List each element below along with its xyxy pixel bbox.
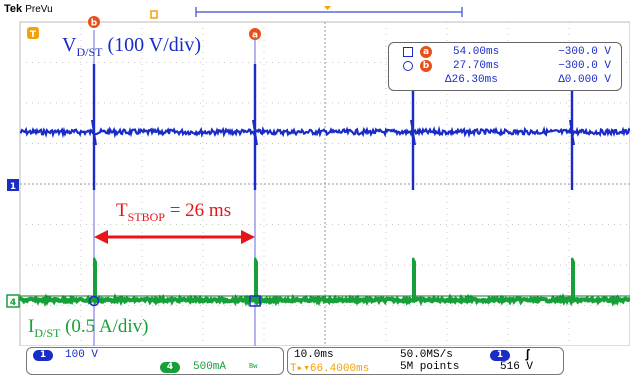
- cursor-b-badge: b: [420, 60, 432, 72]
- ch1-waveform: [19, 64, 630, 190]
- channel-scale-panel[interactable]: 1 100 V 4 500mA Bw: [26, 347, 284, 375]
- trigger-level[interactable]: 516 V: [500, 361, 534, 373]
- ch1-ground-marker[interactable]: 1: [7, 179, 19, 192]
- cursor-b-time: 27.70ms: [453, 60, 500, 72]
- acquisition-mode: PreVu: [25, 4, 53, 15]
- cursor-b-row: b 27.70ms −300.0 V: [389, 60, 621, 74]
- circle-cursor-icon: [403, 61, 413, 71]
- cursor-b-intersection-icon: [88, 295, 100, 307]
- record-start-icon: [150, 10, 158, 19]
- rising-edge-icon: ʃ: [524, 348, 532, 362]
- trigger-in-record-icon: [324, 6, 331, 10]
- cursor-delta-time: Δ26.30ms: [445, 74, 498, 86]
- trigger-position-marker[interactable]: T: [27, 27, 39, 40]
- svg-text:4: 4: [10, 298, 16, 308]
- cursor-b-voltage: −300.0 V: [558, 60, 611, 72]
- cursor-a-top-handle[interactable]: a: [249, 28, 261, 41]
- ch4-badge: 4: [160, 362, 180, 373]
- period-arrow: [94, 230, 255, 244]
- timebase[interactable]: 10.0ms: [294, 349, 334, 361]
- bottom-status-bar: 1 100 V 4 500mA Bw 10.0ms 50.0MS/s T▸▾66…: [0, 347, 630, 376]
- cursor-b-top-handle[interactable]: b: [88, 16, 100, 29]
- voltage-annotation: VD/ST (100 V/div): [62, 34, 201, 59]
- trigger-offset[interactable]: T▸▾66.4000ms: [290, 363, 370, 375]
- current-annotation: ID/ST (0.5 A/div): [28, 316, 149, 340]
- cursor-delta-voltage: Δ0.000 V: [558, 74, 611, 86]
- cursor-a-badge: a: [420, 46, 432, 58]
- record-view-indicator: [150, 6, 463, 19]
- bandwidth-limit-icon: Bw: [249, 363, 258, 371]
- period-annotation: TSTBOP = 26 ms: [116, 200, 232, 224]
- ch1-badge: 1: [33, 350, 53, 361]
- cursor-a-time: 54.00ms: [453, 46, 500, 58]
- graticule: [19, 21, 630, 346]
- ch4-waveform: [18, 257, 630, 307]
- trigger-source-badge: 1: [490, 350, 510, 361]
- ch4-ground-marker[interactable]: 4: [6, 294, 20, 308]
- cursor-readout-panel[interactable]: a 54.00ms −300.0 V b 27.70ms −300.0 V Δ2…: [388, 42, 622, 91]
- ch4-scale[interactable]: 500mA: [193, 361, 227, 373]
- svg-text:1: 1: [10, 182, 16, 192]
- brand-label: Tek PreVu: [4, 3, 53, 15]
- svg-text:T: T: [30, 30, 37, 40]
- cursor-a-row: a 54.00ms −300.0 V: [389, 46, 621, 60]
- top-status-bar: Tek PreVu: [0, 0, 630, 22]
- waveform-display: T 1 4 b a: [6, 6, 630, 346]
- cursor-delta-row: Δ26.30ms Δ0.000 V: [389, 74, 621, 88]
- cursor-a-voltage: −300.0 V: [558, 46, 611, 58]
- record-length: 5M points: [400, 361, 460, 373]
- sample-rate: 50.0MS/s: [400, 349, 453, 361]
- svg-text:a: a: [252, 31, 258, 41]
- acquisition-panel[interactable]: 10.0ms 50.0MS/s T▸▾66.4000ms 5M points 1…: [287, 347, 564, 375]
- cursor-a-intersection-icon: [249, 295, 261, 307]
- square-cursor-icon: [403, 47, 413, 57]
- svg-text:b: b: [91, 19, 98, 29]
- ch1-scale[interactable]: 100 V: [65, 349, 99, 361]
